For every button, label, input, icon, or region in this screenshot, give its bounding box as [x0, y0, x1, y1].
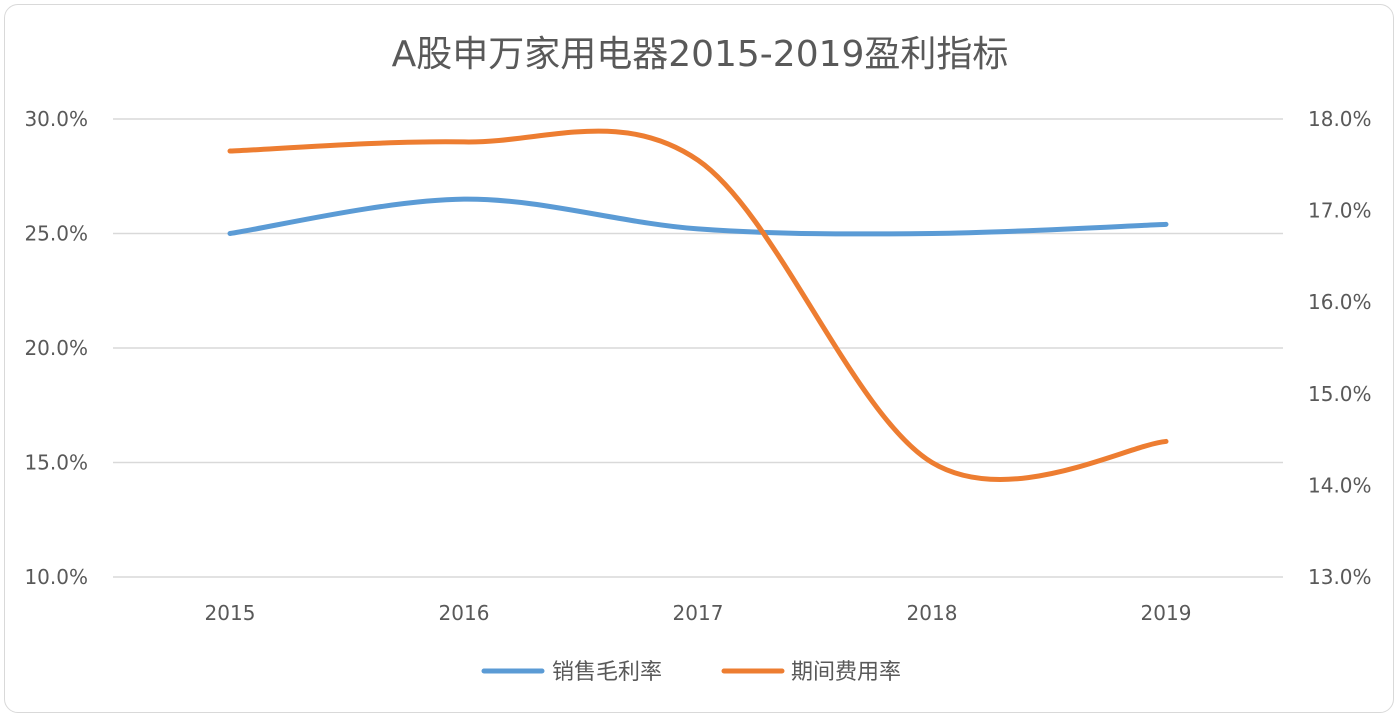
left-axis-ticks: 10.0% 15.0% 20.0% 25.0% 30.0%	[24, 107, 88, 589]
x-tick-label: 2019	[1141, 601, 1192, 625]
y-left-tick-label: 15.0%	[24, 451, 88, 475]
x-axis-ticks: 2015 2016 2017 2018 2019	[205, 601, 1192, 625]
right-axis-ticks: 13.0% 14.0% 15.0% 16.0% 17.0% 18.0%	[1308, 107, 1372, 589]
legend-label: 销售毛利率	[552, 660, 662, 685]
legend: 销售毛利率 期间费用率	[481, 660, 901, 685]
y-right-tick-label: 15.0%	[1308, 382, 1372, 406]
y-right-tick-label: 18.0%	[1308, 107, 1372, 131]
gridlines	[113, 118, 1283, 578]
series-line-2	[227, 128, 1169, 482]
chart-frame	[4, 4, 1394, 713]
x-tick-label: 2015	[205, 601, 256, 625]
y-left-tick-label: 30.0%	[24, 107, 88, 131]
y-right-tick-label: 17.0%	[1308, 199, 1372, 223]
y-right-tick-label: 16.0%	[1308, 290, 1372, 314]
x-tick-label: 2016	[439, 601, 490, 625]
series-line-1	[227, 196, 1169, 237]
y-left-tick-label: 25.0%	[24, 222, 88, 246]
chart-title: A股申万家用电器2015-2019盈利指标	[392, 34, 1009, 75]
y-right-tick-label: 14.0%	[1308, 473, 1372, 497]
x-tick-label: 2017	[673, 601, 724, 625]
series-lines	[227, 128, 1169, 482]
legend-label: 期间费用率	[791, 660, 901, 685]
y-left-tick-label: 10.0%	[24, 565, 88, 589]
y-left-tick-label: 20.0%	[24, 336, 88, 360]
y-right-tick-label: 13.0%	[1308, 565, 1372, 589]
x-tick-label: 2018	[907, 601, 958, 625]
